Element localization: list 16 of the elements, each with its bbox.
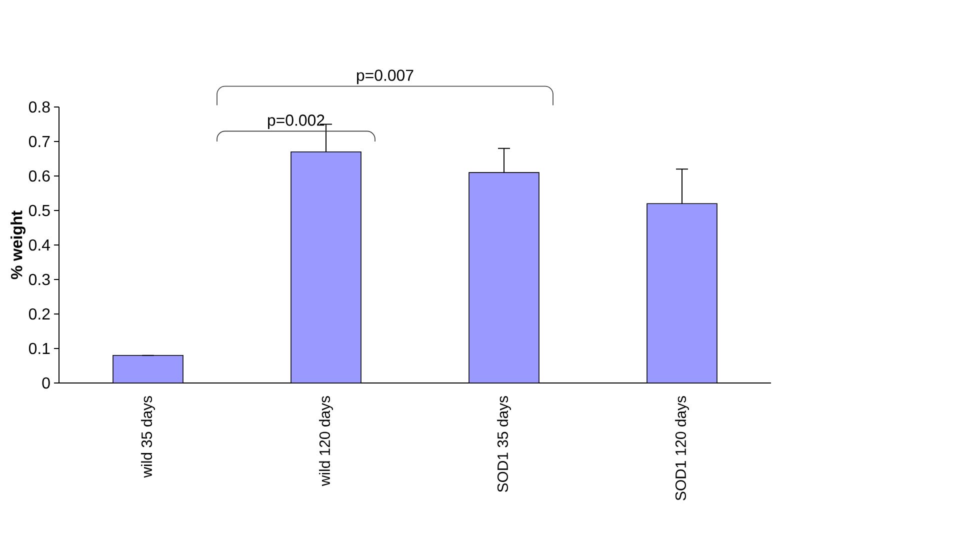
- x-tick-label: wild 35 days: [141, 396, 155, 478]
- y-tick-label: 0.3: [28, 274, 50, 286]
- x-tick-label: wild 120 days: [319, 396, 333, 486]
- y-tick-label: 0.2: [28, 308, 50, 320]
- y-tick-label: 0.6: [28, 170, 50, 182]
- x-tick-label: SOD1 120 days: [675, 396, 689, 500]
- y-tick-label: 0.8: [28, 101, 50, 113]
- text: p=0.007: [357, 70, 414, 84]
- annotation: p=0.002: [268, 114, 324, 129]
- y-axis-title: % weight: [10, 210, 26, 280]
- x-tick-label: SOD1 35 days: [497, 396, 511, 492]
- y-tick-label: 0.1: [28, 342, 50, 354]
- y-tick-label: 0.7: [28, 136, 50, 148]
- y-tick-label: 0: [42, 377, 50, 389]
- y-tick-label: 0.5: [28, 204, 50, 216]
- y-tick-label: 0.4: [28, 239, 50, 251]
